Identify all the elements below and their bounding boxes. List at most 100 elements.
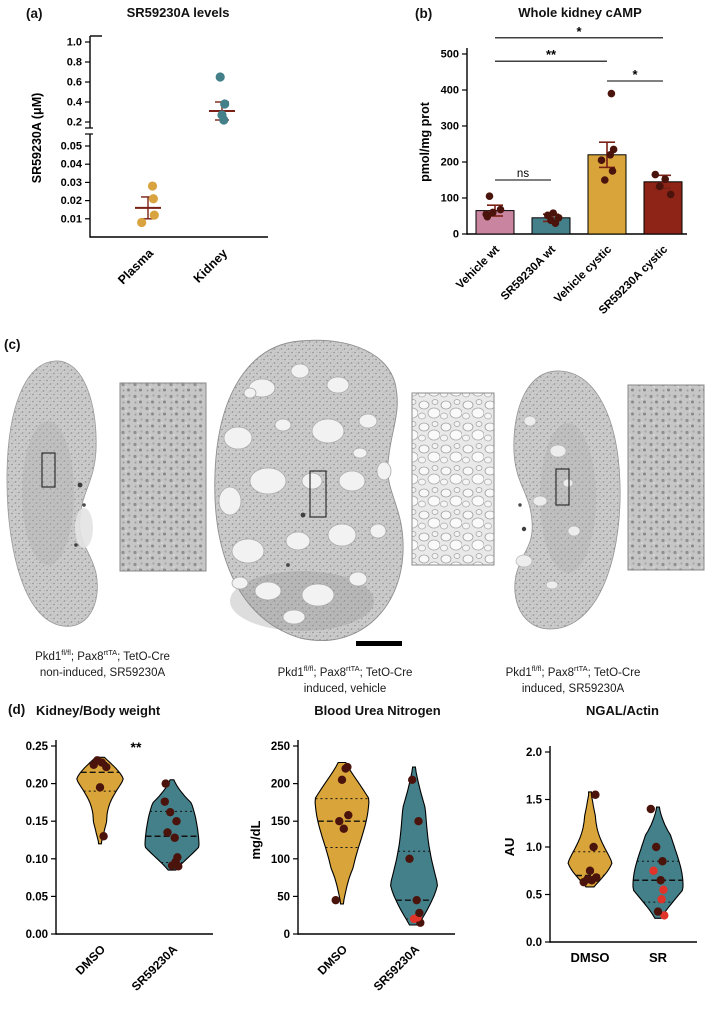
d_ngal-plot: 0.0 0.5 1.0 1.5 2.0 DMSO SR AU <box>502 746 697 965</box>
ngal-actin-violin-chart: 0.0 0.5 1.0 1.5 2.0 DMSO SR AU <box>502 746 697 965</box>
svg-text:0.8: 0.8 <box>67 57 82 69</box>
genotype-line: Pkd1fl/fl; Pax8rtTA; TetO-Cre <box>277 664 413 679</box>
violin <box>390 766 438 926</box>
panel-c-tag: (c) <box>4 337 21 352</box>
svg-text:0.05: 0.05 <box>26 891 49 903</box>
inset-marker-vehicle <box>309 470 327 518</box>
violin <box>76 756 124 845</box>
violin <box>632 806 684 919</box>
svg-text:SR59230A: SR59230A <box>371 942 423 994</box>
histology-label-vehicle: Pkd1fl/fl; Pax8rtTA; TetO-Cre induced, v… <box>242 664 448 697</box>
svg-text:50: 50 <box>277 891 290 903</box>
histology-panel <box>6 339 705 646</box>
svg-text:**: ** <box>546 47 557 62</box>
svg-text:0: 0 <box>453 229 459 241</box>
inset-vehicle <box>411 392 495 566</box>
inset-marker-sr <box>555 468 570 506</box>
violin <box>144 779 200 871</box>
svg-text:*: * <box>632 67 638 82</box>
kidney-body-weight-violin-chart: 0.00 0.05 0.10 0.15 0.20 0.25 DMSO SR59230A ** <box>26 739 213 994</box>
condition-line: induced, vehicle <box>303 682 387 695</box>
svg-text:100: 100 <box>271 854 290 866</box>
inset-noninduced <box>119 382 207 572</box>
svg-text:Vehicle cystic: Vehicle cystic <box>552 243 614 305</box>
d_bun-plot: 0 50 100 150 200 250 DMSO SR59230A mg/dL <box>248 740 455 994</box>
kidney-section-vehicle-cystic <box>214 339 404 641</box>
svg-text:0.03: 0.03 <box>61 177 82 189</box>
svg-text:0.15: 0.15 <box>26 816 49 828</box>
panel-b-tag: (b) <box>415 6 433 21</box>
svg-text:*: * <box>576 24 582 39</box>
svg-text:**: ** <box>131 739 142 755</box>
svg-text:pmol/mg prot: pmol/mg prot <box>418 101 432 182</box>
violin <box>314 761 370 905</box>
svg-text:250: 250 <box>271 741 290 753</box>
inset-marker-noninduced <box>41 452 56 488</box>
condition-line: non-induced, SR59230A <box>39 666 166 679</box>
panel-a-tag: (a) <box>26 6 43 21</box>
svg-text:mg/dL: mg/dL <box>248 820 263 859</box>
svg-text:0.05: 0.05 <box>61 141 82 153</box>
svg-text:2.0: 2.0 <box>526 747 542 759</box>
svg-text:1.5: 1.5 <box>526 795 543 807</box>
svg-text:0.04: 0.04 <box>61 159 83 171</box>
svg-text:DMSO: DMSO <box>73 942 108 977</box>
scale-bar <box>356 641 402 646</box>
sr-levels-scatter-chart: 0.2 0.4 0.6 0.8 1.0 0.01 0.02 0.03 0.04 0.05 Plasm… <box>30 35 268 287</box>
panel-a-title: SR59230A levels <box>126 5 230 20</box>
kidney-section-sr-induced <box>513 370 621 630</box>
svg-text:Plasma: Plasma <box>115 245 157 287</box>
svg-text:400: 400 <box>441 85 459 97</box>
svg-text:500: 500 <box>441 49 459 61</box>
svg-text:SR59230A (μM): SR59230A (μM) <box>30 93 44 184</box>
genotype-line: Pkd1fl/fl; Pax8rtTA; TetO-Cre <box>505 664 641 679</box>
svg-text:1.0: 1.0 <box>526 842 542 854</box>
histology-label-noninduced: Pkd1fl/fl; Pax8rtTA; TetO-Cre non-induce… <box>0 648 205 681</box>
small-cysts <box>515 415 581 590</box>
svg-text:1.0: 1.0 <box>67 37 82 49</box>
cysts <box>218 363 392 625</box>
svg-text:0.4: 0.4 <box>67 97 83 109</box>
svg-text:0.10: 0.10 <box>26 854 48 866</box>
svg-text:ns: ns <box>517 168 529 180</box>
svg-text:0.00: 0.00 <box>26 929 48 941</box>
svg-text:0: 0 <box>284 929 290 941</box>
blood-urea-nitrogen-violin-chart: 0 50 100 150 200 250 DMSO SR59230A mg/dL <box>248 740 455 994</box>
svg-text:0.02: 0.02 <box>61 195 82 207</box>
ngal-title: NGAL/Actin <box>586 703 659 718</box>
svg-text:0.5: 0.5 <box>526 890 543 902</box>
svg-text:300: 300 <box>441 121 459 133</box>
violin <box>567 791 613 888</box>
svg-text:0.2: 0.2 <box>67 117 82 129</box>
kbw-title: Kidney/Body weight <box>36 703 161 718</box>
svg-text:SR59230A: SR59230A <box>129 942 181 994</box>
d_kbw-plot: 0.00 0.05 0.10 0.15 0.20 0.25 DMSO SR59230A ** <box>26 739 213 994</box>
panel-d-tag: (d) <box>8 702 26 717</box>
svg-text:SR: SR <box>649 950 668 965</box>
kidney-section-noninduced <box>6 360 98 627</box>
svg-text:150: 150 <box>271 816 290 828</box>
svg-text:0.20: 0.20 <box>26 779 48 791</box>
svg-text:DMSO: DMSO <box>315 942 350 977</box>
svg-text:Vehicle wt: Vehicle wt <box>454 244 502 292</box>
svg-text:0.0: 0.0 <box>526 937 542 949</box>
svg-text:AU: AU <box>502 838 517 857</box>
bun-title: Blood Urea Nitrogen <box>314 703 441 718</box>
condition-line: induced, SR59230A <box>521 682 625 695</box>
svg-text:DMSO: DMSO <box>571 950 610 965</box>
genotype-line: Pkd1fl/fl; Pax8rtTA; TetO-Cre <box>35 648 170 663</box>
svg-text:200: 200 <box>441 157 459 169</box>
panel-b-title: Whole kidney cAMP <box>518 5 642 20</box>
histology-label-sr: Pkd1fl/fl; Pax8rtTA; TetO-Cre induced, S… <box>470 664 676 697</box>
svg-text:Kidney: Kidney <box>191 246 230 285</box>
svg-text:SR59230A wt: SR59230A wt <box>499 244 558 303</box>
svg-text:0.01: 0.01 <box>61 213 82 225</box>
sr-levels-plot: 0.2 0.4 0.6 0.8 1.0 0.01 0.02 0.03 0.04 0.05 Plasm… <box>30 35 268 287</box>
svg-text:200: 200 <box>271 779 290 791</box>
inset-sr <box>627 384 705 571</box>
svg-text:0.6: 0.6 <box>67 77 82 89</box>
svg-text:0.25: 0.25 <box>26 741 49 753</box>
